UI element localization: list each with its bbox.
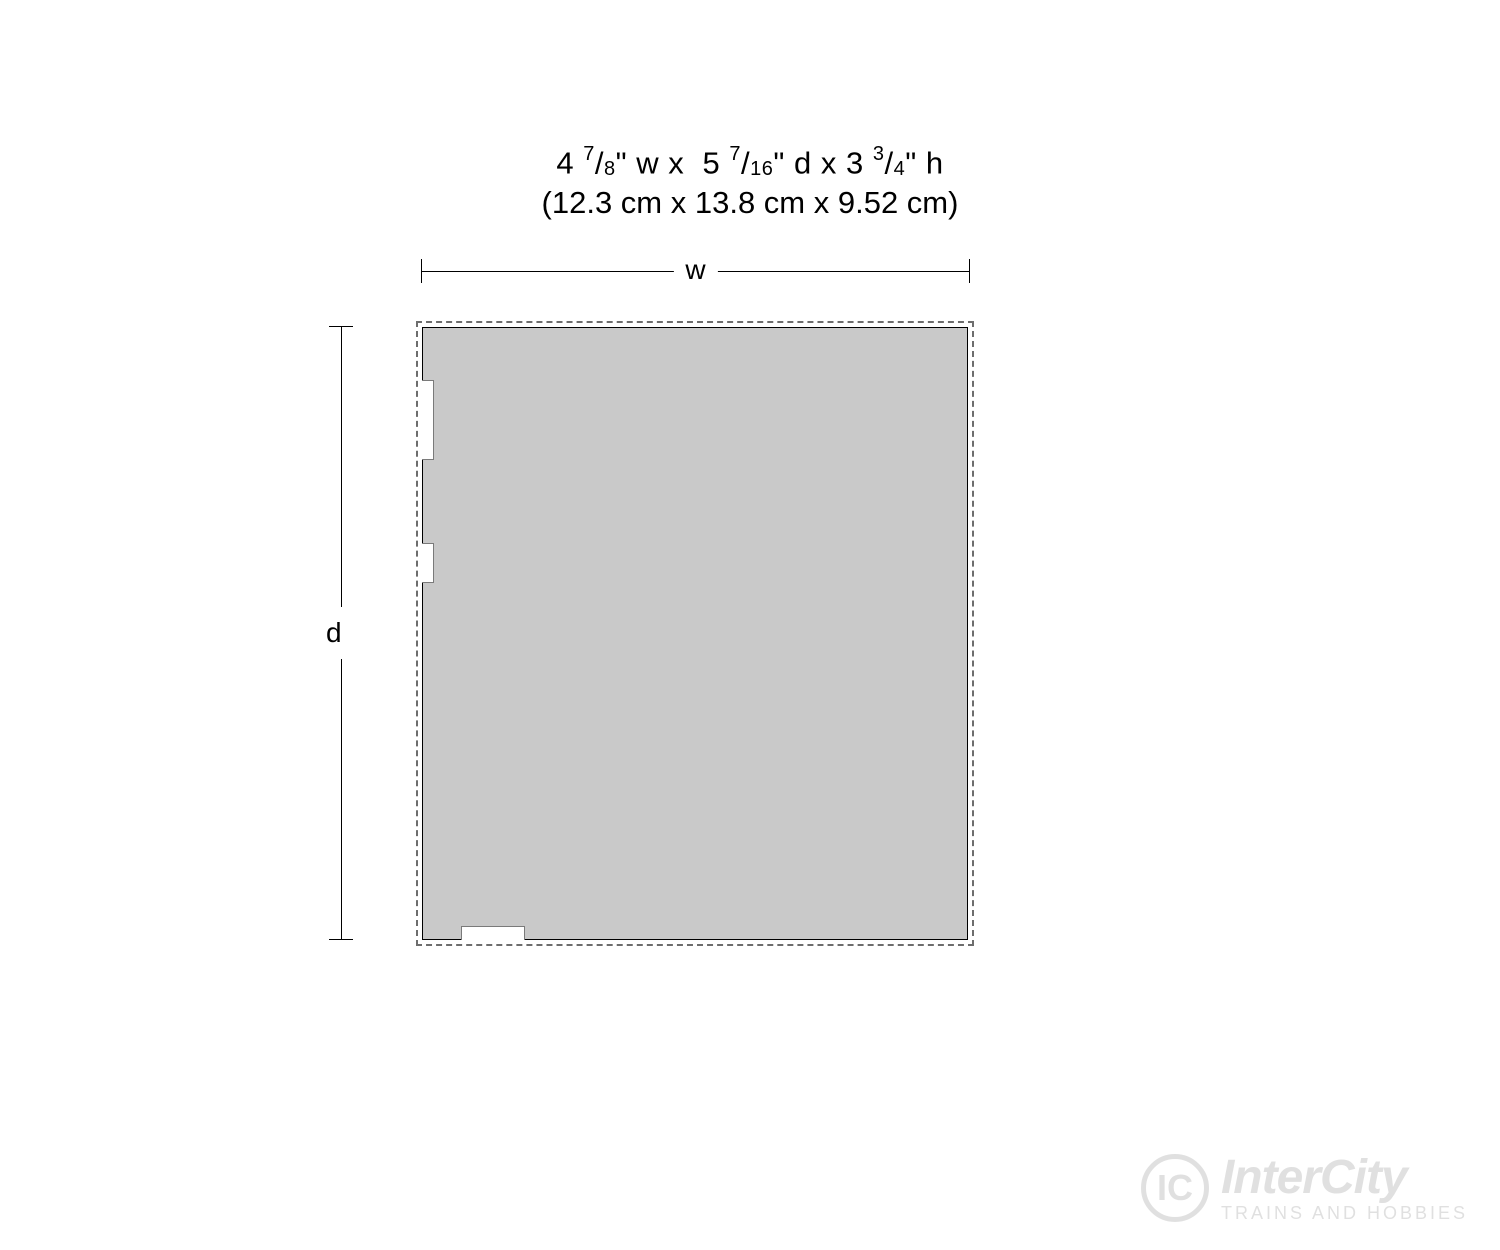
height-num: 3 xyxy=(873,143,885,165)
bracket-end-bottom xyxy=(329,939,353,940)
dimensions-metric: (12.3 cm x 13.8 cm x 9.52 cm) xyxy=(0,185,1500,221)
watermark: IC InterCity TRAINS AND HOBBIES xyxy=(1141,1154,1468,1222)
height-den: 4 xyxy=(894,158,906,180)
width-num: 7 xyxy=(583,143,595,165)
bracket-end-right xyxy=(969,259,970,283)
depth-axis-label: d xyxy=(326,607,342,659)
footprint-notch-bottom xyxy=(461,926,525,940)
footprint-notch-left-upper xyxy=(422,380,434,460)
width-whole: 4 xyxy=(556,145,574,180)
depth-den: 16 xyxy=(750,158,773,180)
height-whole: 3 xyxy=(846,145,864,180)
dimensions-imperial: 4 7/8" w x 5 7/16" d x 3 3/4" h xyxy=(0,145,1500,181)
depth-num: 7 xyxy=(729,143,741,165)
watermark-text-block: InterCity TRAINS AND HOBBIES xyxy=(1221,1154,1468,1222)
footprint-body xyxy=(422,327,968,940)
depth-dimension-bracket: d xyxy=(329,326,369,940)
dimensions-label: 4 7/8" w x 5 7/16" d x 3 3/4" h (12.3 cm… xyxy=(0,145,1500,221)
watermark-subtitle: TRAINS AND HOBBIES xyxy=(1221,1204,1468,1222)
watermark-logo-icon: IC xyxy=(1141,1154,1209,1222)
watermark-title: InterCity xyxy=(1221,1154,1468,1202)
footprint-notch-left-lower xyxy=(422,543,434,583)
width-dimension-bracket: w xyxy=(421,259,970,299)
depth-whole: 5 xyxy=(703,145,721,180)
width-axis-label: w xyxy=(673,254,717,286)
width-den: 8 xyxy=(604,158,616,180)
